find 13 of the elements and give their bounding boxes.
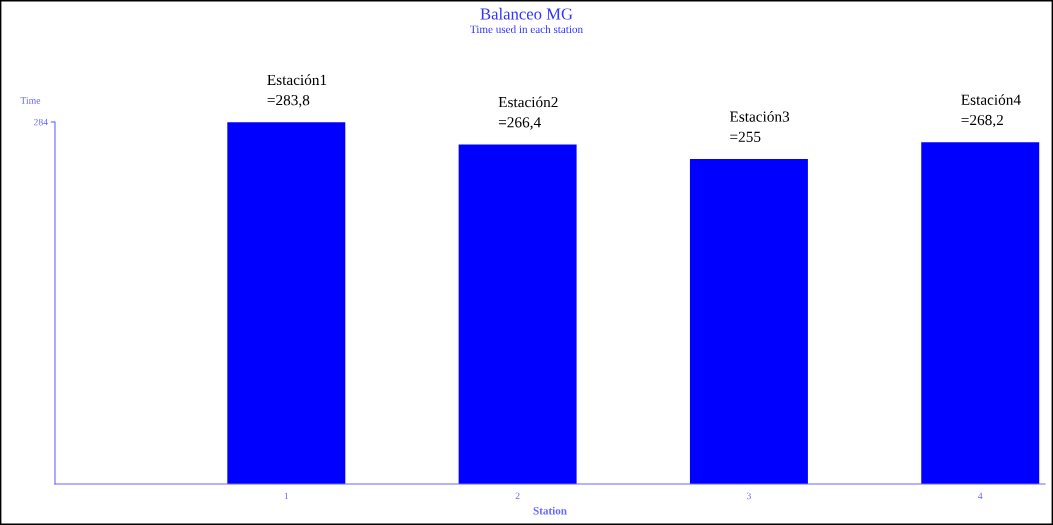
x-axis-title: Station — [533, 506, 567, 515]
data-label: Estación4 =268,2 — [961, 94, 1021, 128]
data-label: Estación1 =283,8 — [267, 74, 327, 108]
y-tick-label: 284 — [33, 118, 48, 126]
x-tick-label: 4 — [977, 492, 983, 500]
chart-subtitle: Time used in each station — [470, 25, 583, 34]
data-label: Estación3 =255 — [729, 110, 790, 142]
x-tick-label: 3 — [746, 492, 751, 500]
x-tick-label: 1 — [284, 492, 289, 500]
chart-title: Balanceo MG — [480, 7, 573, 20]
x-tick-label: 2 — [515, 492, 520, 500]
y-axis-title: Time — [20, 97, 41, 104]
data-label: Estación2 =266,4 — [498, 96, 558, 130]
